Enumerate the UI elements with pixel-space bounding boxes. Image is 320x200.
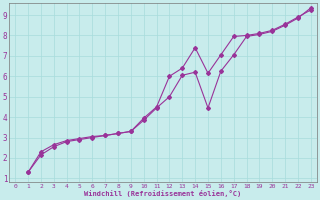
X-axis label: Windchill (Refroidissement éolien,°C): Windchill (Refroidissement éolien,°C)	[84, 190, 242, 197]
